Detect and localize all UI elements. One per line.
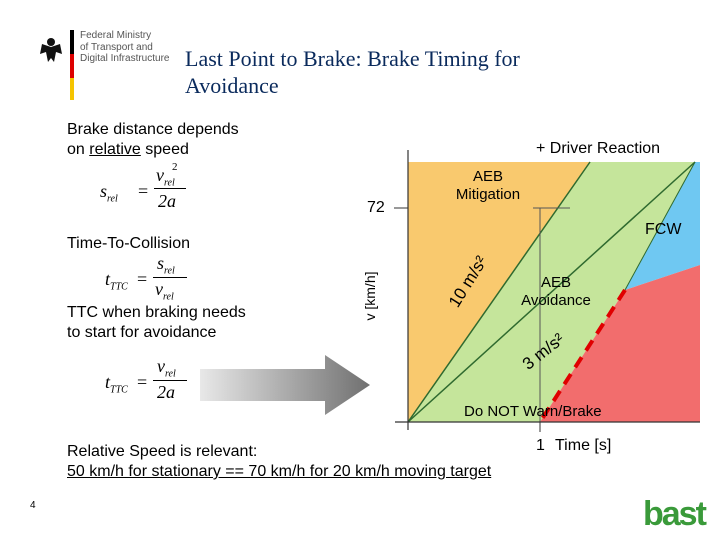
brake-timing-diagram	[360, 140, 700, 450]
label-driver-reaction: + Driver Reaction	[536, 140, 661, 157]
line-3ms2	[407, 161, 696, 423]
brake-distance-text: Brake distance depends on relative speed	[67, 120, 239, 160]
formula-brake-distance: srel = vrel 2 2a	[100, 161, 190, 215]
ttc-braking-line-1: TTC when braking needs	[67, 304, 246, 321]
ministry-line-1: Federal Ministry	[80, 30, 152, 41]
bast-logo: bast	[643, 495, 707, 533]
fcw-boundary-line	[624, 161, 696, 291]
footer-line-1: Relative Speed is relevant:	[67, 443, 258, 460]
ttc-heading: Time-To-Collision	[67, 235, 190, 252]
flag-stripe-black	[70, 30, 74, 54]
page-title: Last Point to Brake: Brake Timing for Av…	[185, 45, 520, 99]
flag-stripe-red	[70, 54, 74, 78]
footer-text: Relative Speed is relevant: 50 km/h for …	[67, 442, 491, 482]
line-10ms2	[407, 161, 591, 423]
brake-distance-line-2: on relative speed	[67, 141, 189, 158]
brake-distance-line-1: Brake distance depends	[67, 121, 239, 138]
label-fcw: FCW	[645, 221, 682, 238]
page-number: 4	[30, 500, 36, 511]
title-line-2: Avoidance	[185, 73, 279, 98]
ttc-braking-line-2: to start for avoidance	[67, 324, 217, 341]
flag-stripe-gold	[70, 78, 74, 100]
label-x-tick-1: 1	[536, 437, 545, 454]
ministry-line-3: Digital Infrastructure	[80, 53, 170, 64]
right-arrow-icon	[200, 355, 370, 415]
ministry-name: Federal Ministry of Transport and Digita…	[80, 30, 169, 65]
label-aeb-mitigation: AEB Mitigation	[455, 168, 521, 203]
formula-ttc-braking: tTTC = vrel 2a	[105, 356, 195, 410]
federal-eagle-icon	[38, 36, 64, 66]
label-y-tick-72: 72	[367, 199, 385, 216]
formula-ttc: tTTC = srel vrel	[105, 253, 195, 307]
title-line-1: Last Point to Brake: Brake Timing for	[185, 46, 520, 71]
region-fcw	[625, 162, 700, 290]
dashed-threshold-line	[538, 288, 627, 424]
label-aeb-avoidance: AEB Avoidance	[521, 274, 591, 309]
ttc-braking-text: TTC when braking needs to start for avoi…	[67, 303, 246, 343]
label-y-axis: v [km/h]	[362, 271, 378, 321]
label-do-not-warn: Do NOT Warn/Brake	[464, 403, 602, 420]
footer-line-2: 50 km/h for stationary == 70 km/h for 20…	[67, 463, 492, 480]
ministry-line-2: of Transport and	[80, 41, 153, 53]
relative-underlined: relative	[89, 141, 141, 158]
region-do-not-warn	[540, 265, 700, 422]
label-x-axis: Time [s]	[555, 437, 612, 454]
